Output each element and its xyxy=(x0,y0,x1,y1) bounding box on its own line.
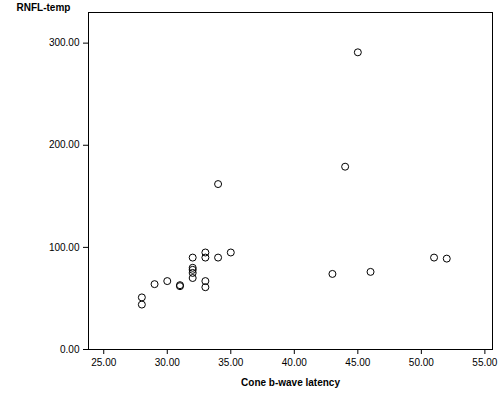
svg-text:Cone b-wave latency: Cone b-wave latency xyxy=(241,377,340,388)
svg-text:0.00: 0.00 xyxy=(60,344,80,355)
svg-text:100.00: 100.00 xyxy=(49,242,80,253)
svg-text:200.00: 200.00 xyxy=(49,139,80,150)
svg-text:25.00: 25.00 xyxy=(91,357,116,368)
svg-text:55.00: 55.00 xyxy=(472,357,497,368)
svg-text:50.00: 50.00 xyxy=(409,357,434,368)
svg-text:300.00: 300.00 xyxy=(49,37,80,48)
svg-text:40.00: 40.00 xyxy=(282,357,307,368)
svg-text:45.00: 45.00 xyxy=(345,357,370,368)
svg-text:30.00: 30.00 xyxy=(155,357,180,368)
svg-text:35.00: 35.00 xyxy=(218,357,243,368)
svg-text:RNFL-temp: RNFL-temp xyxy=(17,2,71,13)
